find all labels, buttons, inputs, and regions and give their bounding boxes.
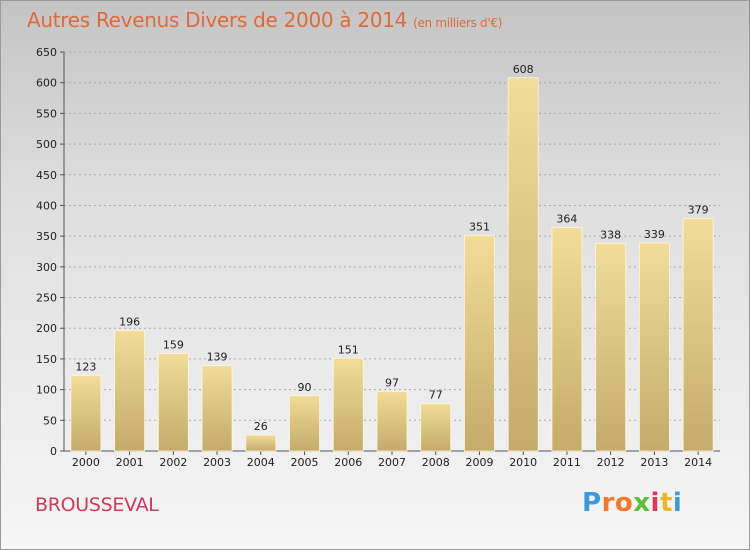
x-tick-label-2011: 2011 (553, 456, 581, 469)
x-tick-label-2009: 2009 (465, 456, 493, 469)
x-tick-label-2003: 2003 (203, 456, 231, 469)
labels: 123 196 159 139 26 90 151 97 77 351 608 364 338 339 37… (75, 63, 708, 433)
bar-2002 (157, 352, 189, 452)
bar-2000 (70, 375, 102, 452)
bar-2011 (551, 227, 583, 452)
place-name: BROUSSEVAL (35, 494, 159, 516)
value-label-2005: 90 (298, 381, 312, 394)
y-tick-label: 600 (36, 77, 57, 90)
value-label-2012: 338 (600, 229, 621, 242)
value-label-2014: 379 (688, 203, 709, 216)
chart-title-text: Autres Revenus Divers de 2000 à 2014 (27, 8, 408, 32)
y-tick-label: 100 (36, 384, 57, 397)
y-tick-label: 300 (36, 261, 57, 274)
y-tick-label: 450 (36, 169, 57, 182)
x-tick-label-2004: 2004 (247, 456, 275, 469)
value-label-2001: 196 (119, 316, 140, 329)
logo-letter: i (650, 488, 660, 518)
bar-2009 (464, 235, 495, 452)
x-tick-label-2013: 2013 (640, 456, 668, 469)
bar-2004 (245, 434, 277, 452)
y-tick-label: 400 (36, 199, 57, 212)
bar-2005 (289, 395, 320, 452)
bar-2012 (595, 243, 627, 452)
value-label-2011: 364 (556, 213, 577, 226)
x-tick-label-2007: 2007 (378, 456, 406, 469)
value-label-2008: 77 (429, 389, 443, 402)
x-tick-label-2001: 2001 (116, 456, 144, 469)
bar-2007 (376, 391, 408, 452)
y-tick-label: 650 (36, 46, 57, 59)
bar-2013 (639, 242, 670, 452)
bar-2010 (507, 77, 539, 452)
value-label-2009: 351 (469, 221, 490, 234)
logo-letter: t (659, 488, 673, 518)
value-label-2002: 159 (163, 338, 184, 351)
x-tick-label-2000: 2000 (72, 456, 100, 469)
y-tick-label: 50 (43, 414, 57, 427)
logo-letter: x (633, 488, 651, 518)
x-tick-label-2002: 2002 (159, 456, 187, 469)
axes: 0 50 100 150 200 250 300 350 400 450 500 550 600 650 2… (36, 46, 720, 469)
x-tick-label-2006: 2006 (334, 456, 362, 469)
proxiti-logo: Proxiti (582, 488, 682, 518)
logo-letter: i (672, 488, 683, 518)
y-tick-label: 150 (36, 353, 57, 366)
logo-letter: o (614, 488, 634, 518)
bar-2014 (682, 217, 714, 452)
y-tick-label: 500 (36, 138, 57, 151)
value-label-2000: 123 (75, 360, 96, 373)
bar-2008 (420, 403, 452, 452)
value-label-2007: 97 (385, 376, 399, 389)
value-label-2004: 26 (254, 420, 268, 433)
logo-letter: P (582, 488, 602, 518)
value-label-2010: 608 (513, 63, 534, 76)
value-label-2003: 139 (207, 351, 228, 364)
chart-title: Autres Revenus Divers de 2000 à 2014 (en … (27, 8, 502, 32)
bar-2001 (114, 330, 145, 452)
x-tick-label-2014: 2014 (684, 456, 712, 469)
value-label-2013: 339 (644, 228, 665, 241)
chart-subtitle: (en milliers d'€) (413, 16, 503, 30)
y-tick-label: 550 (36, 107, 57, 120)
bars (70, 77, 714, 452)
value-label-2006: 151 (338, 343, 359, 356)
bar-2003 (201, 365, 233, 452)
x-tick-label-2008: 2008 (422, 456, 450, 469)
bar-2006 (332, 357, 364, 452)
y-tick-label: 350 (36, 230, 57, 243)
logo-letter: r (601, 488, 615, 518)
x-tick-label-2005: 2005 (291, 456, 319, 469)
x-tick-label-2012: 2012 (597, 456, 625, 469)
y-tick-label: 0 (50, 445, 57, 458)
x-tick-label-2010: 2010 (509, 456, 537, 469)
y-tick-label: 200 (36, 322, 57, 335)
y-tick-label: 250 (36, 292, 57, 305)
